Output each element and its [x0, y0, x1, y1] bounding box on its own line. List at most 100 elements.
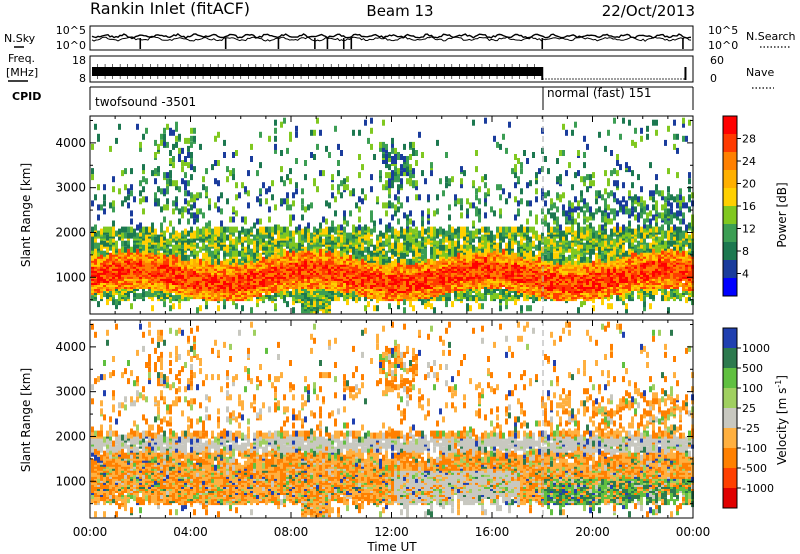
power-cell-1627: [241, 216, 244, 223]
power-cell-1993: [280, 293, 283, 300]
power-cell-3905: [454, 285, 457, 291]
power-cell-4515: [514, 299, 517, 306]
power-cell-4049: [466, 250, 469, 257]
power-cell-3435: [406, 248, 409, 255]
power-cell-770: [163, 216, 166, 223]
power-cell-3269: [391, 147, 394, 154]
power-cell-3999: [463, 291, 466, 298]
power-cell-3268: [391, 156, 394, 162]
power-cell-4024: [463, 230, 466, 237]
power-cell-953: [178, 218, 181, 225]
power-cell-1840: [262, 226, 265, 233]
power-cell-2309: [307, 277, 310, 283]
power-cell-1781: [259, 291, 262, 298]
power-cell-924: [175, 125, 178, 132]
power-cell-4270: [487, 242, 490, 249]
power-cell-3821: [445, 283, 448, 289]
power-cell-4702: [529, 180, 532, 187]
power-cell-2060: [283, 117, 286, 124]
nsky-label: N.Sky: [4, 32, 36, 45]
power-cell-2581: [328, 250, 331, 257]
power-cell-2894: [358, 244, 361, 251]
power-cell-3413: [403, 156, 406, 162]
power-cell-2710: [340, 240, 343, 247]
power-cell-3854: [448, 270, 451, 277]
power-cell-1705: [250, 268, 253, 275]
freq-tick-low: 8: [79, 72, 86, 85]
power-cell-2289: [304, 232, 307, 239]
power-cell-2472: [319, 234, 322, 241]
power-cell-2781: [346, 220, 349, 227]
power-cell-2256: [301, 188, 304, 195]
power-cell-2146: [292, 248, 295, 255]
power-cell-3539: [415, 250, 418, 257]
power-cell-2152: [292, 230, 295, 237]
power-cell-3058: [376, 297, 379, 304]
power-cell-1129: [193, 202, 196, 209]
power-cell-1538: [232, 172, 235, 179]
power-cell-3685: [430, 270, 433, 277]
power-cell-666: [154, 178, 157, 185]
power-cell-126: [103, 291, 106, 298]
power-cell-3343: [397, 168, 400, 175]
power-cell-1620: [241, 250, 244, 257]
power-cell-3478: [409, 176, 412, 183]
power-cell-3997: [460, 166, 463, 173]
power-cell-3546: [415, 194, 418, 201]
power-cell-3756: [436, 208, 439, 215]
power-cell-454: [133, 196, 136, 203]
power-cell-980: [181, 254, 184, 261]
power-cell-2324: [307, 236, 310, 243]
power-cell-608: [151, 287, 154, 293]
power-cell-59: [94, 236, 97, 243]
power-cell-1099: [190, 152, 193, 158]
power-cell-2128: [292, 287, 295, 293]
power-cell-4755: [535, 230, 538, 237]
power-cell-1467: [226, 234, 229, 241]
power-cell-4061: [469, 305, 472, 312]
power-cell-2328: [307, 204, 310, 211]
power-cell-991: [181, 166, 184, 173]
power-cell-1092: [190, 212, 193, 219]
power-cell-4245: [484, 192, 487, 199]
power-cell-1869: [265, 226, 268, 233]
power-cell-3958: [457, 232, 460, 239]
power-cell-3444: [406, 196, 409, 203]
power-cell-3840: [445, 230, 448, 237]
nave-label: Nave: [746, 66, 774, 79]
power-cell-545: [142, 164, 145, 171]
power-cell-3669: [427, 208, 430, 215]
power-cell-1193: [199, 208, 202, 215]
nsearch-trace: [91, 36, 692, 42]
power-cell-663: [154, 200, 157, 207]
power-cell-1848: [265, 281, 268, 287]
power-cell-4724: [532, 250, 535, 257]
power-cell-1247: [205, 244, 208, 251]
power-cell-695: [157, 242, 160, 249]
power-cell-3930: [454, 198, 457, 205]
power-cell-2325: [307, 230, 310, 237]
power-cell-2739: [343, 252, 346, 259]
freq-panel: [89, 55, 694, 83]
power-cell-3893: [451, 246, 454, 253]
power-cell-1082: [190, 258, 193, 265]
power-cell-3339: [397, 188, 400, 195]
power-cell-4700: [529, 210, 532, 217]
power-cell-3537: [415, 260, 418, 267]
power-cell-3635: [424, 252, 427, 259]
power-cell-3961: [457, 198, 460, 205]
power-cell-2965: [364, 119, 367, 126]
power-cell-3152: [382, 119, 385, 126]
power-cell-2326: [307, 226, 310, 233]
power-cell-1277: [208, 250, 211, 257]
power-cell-1802: [259, 232, 262, 239]
power-cell-4395: [499, 143, 502, 150]
power-cell-1256: [205, 186, 208, 193]
power-cell-392: [127, 188, 130, 195]
power-cell-2966: [367, 301, 370, 308]
power-cell-3103: [379, 258, 382, 265]
power-cell-234: [112, 246, 115, 253]
power-cell-3610: [421, 220, 424, 227]
power-cell-1095: [190, 192, 193, 199]
power-cell-1312: [211, 238, 214, 245]
